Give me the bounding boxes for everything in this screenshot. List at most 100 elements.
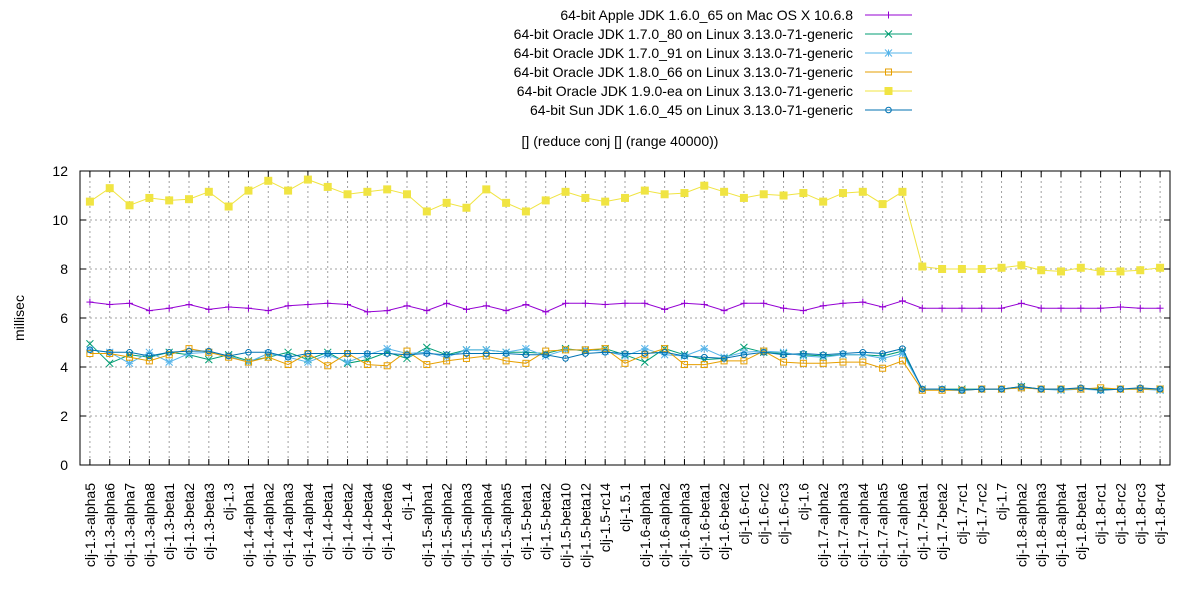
data-point	[125, 201, 134, 210]
data-point	[640, 358, 649, 366]
data-point	[304, 301, 312, 309]
data-point	[1037, 304, 1045, 312]
data-point	[858, 187, 867, 196]
data-point	[522, 359, 530, 367]
data-point	[126, 349, 133, 356]
data-point	[482, 185, 491, 194]
data-point	[462, 354, 470, 362]
data-point	[521, 207, 530, 216]
data-point	[957, 265, 966, 273]
x-tick-label: clj-1.4	[399, 483, 415, 521]
data-point	[680, 361, 688, 369]
data-point	[998, 385, 1005, 393]
data-point	[700, 353, 708, 361]
data-point	[681, 352, 688, 360]
data-point	[1076, 263, 1085, 272]
data-point	[700, 301, 708, 309]
data-point	[1017, 299, 1025, 307]
data-point	[225, 303, 233, 311]
data-point	[482, 350, 490, 357]
y-tick-label: 0	[60, 457, 68, 473]
legend-marker	[885, 106, 892, 114]
data-point	[403, 190, 411, 199]
x-tick-label: clj-1.6	[795, 483, 811, 521]
data-point	[542, 351, 550, 359]
data-point	[780, 358, 788, 366]
data-point	[126, 299, 134, 307]
data-point	[1057, 385, 1065, 393]
series-5	[85, 175, 1165, 276]
x-tick-label: clj-1.3-alpha6	[102, 483, 118, 567]
data-point	[760, 299, 768, 307]
data-point	[898, 357, 906, 365]
data-point	[244, 304, 252, 312]
data-point	[126, 353, 134, 361]
data-point	[284, 353, 292, 361]
data-point	[185, 301, 193, 309]
data-point	[700, 344, 709, 353]
data-point	[799, 307, 807, 315]
x-tick-label: clj-1.7-beta2	[934, 483, 950, 560]
legend-marker	[884, 49, 893, 57]
data-point	[621, 350, 629, 357]
data-point	[601, 345, 609, 353]
x-tick-label: clj-1.5.1	[617, 483, 633, 532]
data-point	[680, 299, 688, 307]
x-tick-label: clj-1.7-alpha5	[875, 483, 891, 567]
data-point	[601, 301, 609, 309]
data-point	[443, 351, 450, 359]
legend-marker	[885, 68, 892, 76]
data-point	[839, 189, 847, 198]
data-point	[562, 346, 570, 354]
data-point	[146, 352, 153, 360]
data-point	[899, 345, 906, 352]
data-point	[879, 364, 887, 372]
data-point	[364, 350, 371, 357]
data-point	[898, 187, 907, 196]
data-point	[303, 175, 312, 184]
data-point	[918, 304, 926, 312]
data-point	[759, 190, 768, 199]
data-point	[165, 351, 173, 359]
x-tick-label: clj-1.8-alpha2	[1013, 483, 1029, 567]
data-point	[800, 350, 807, 357]
data-point	[264, 176, 273, 185]
data-point	[1057, 267, 1065, 276]
grid	[80, 171, 1170, 465]
legend: 64-bit Apple JDK 1.6.0_65 on Mac OS X 10…	[514, 7, 912, 118]
x-tick-label: clj-1.5-beta1	[518, 483, 534, 560]
data-point	[383, 185, 392, 194]
data-point	[323, 182, 332, 191]
legend-label: 64-bit Apple JDK 1.6.0_65 on Mac OS X 10…	[560, 7, 853, 23]
data-point	[264, 349, 272, 356]
series-1	[86, 297, 1164, 316]
x-tick-label: clj-1.6-alpha3	[676, 483, 692, 567]
data-point	[85, 197, 94, 206]
legend-marker	[884, 30, 893, 38]
data-point	[621, 193, 629, 202]
data-point	[145, 357, 153, 365]
data-point	[344, 350, 351, 357]
x-tick-label: clj-1.6-alpha2	[657, 483, 673, 567]
data-point	[185, 345, 193, 353]
data-point	[859, 298, 867, 306]
x-tick-label: clj-1.4-alpha1	[240, 483, 256, 567]
data-point	[819, 359, 827, 367]
data-point	[502, 357, 510, 365]
x-tick-label: clj-1.3-alpha8	[141, 483, 157, 567]
data-point	[522, 301, 530, 309]
x-tick-label: clj-1.5-alpha5	[498, 483, 514, 567]
data-point	[700, 361, 708, 369]
data-point	[86, 346, 94, 354]
legend-entry: 64-bit Apple JDK 1.6.0_65 on Mac OS X 10…	[560, 7, 912, 23]
x-tick-label: clj-1.8-alpha4	[1053, 483, 1069, 567]
legend-entry: 64-bit Oracle JDK 1.8.0_66 on Linux 3.13…	[514, 64, 912, 80]
x-tick-label: clj-1.7-rc2	[974, 483, 990, 545]
data-point	[383, 362, 391, 370]
data-point	[1037, 266, 1046, 275]
data-point	[502, 307, 510, 315]
data-point	[661, 305, 669, 313]
legend-entry: 64-bit Oracle JDK 1.7.0_80 on Linux 3.13…	[514, 26, 912, 42]
